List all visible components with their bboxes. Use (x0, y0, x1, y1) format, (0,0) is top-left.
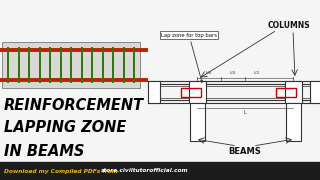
Bar (285, 103, 300, 141)
Bar (284, 81, 301, 103)
Bar (189, 103, 204, 141)
Text: Lap zone for top bars: Lap zone for top bars (161, 33, 217, 82)
Text: BEAMS: BEAMS (228, 147, 261, 156)
Bar (181, 88, 201, 97)
Bar (310, 81, 320, 103)
Bar (148, 81, 160, 103)
Text: REINFORCEMENT: REINFORCEMENT (4, 98, 144, 112)
Text: IN BEAMS: IN BEAMS (4, 143, 84, 159)
Text: store.civiltutorofficial.com: store.civiltutorofficial.com (101, 168, 188, 174)
Text: L/4: L/4 (206, 71, 212, 75)
Text: LAPPING ZONE: LAPPING ZONE (4, 120, 126, 136)
Text: L/2: L/2 (254, 71, 260, 75)
Bar (2, 42, 140, 88)
Text: COLUMNS: COLUMNS (268, 21, 310, 30)
Text: L/4: L/4 (230, 71, 236, 75)
Bar (276, 88, 296, 97)
Bar (188, 81, 205, 103)
Text: L: L (244, 109, 246, 114)
Text: Download my Compiled PDFs from: Download my Compiled PDFs from (4, 168, 120, 174)
Bar (0, 162, 320, 180)
